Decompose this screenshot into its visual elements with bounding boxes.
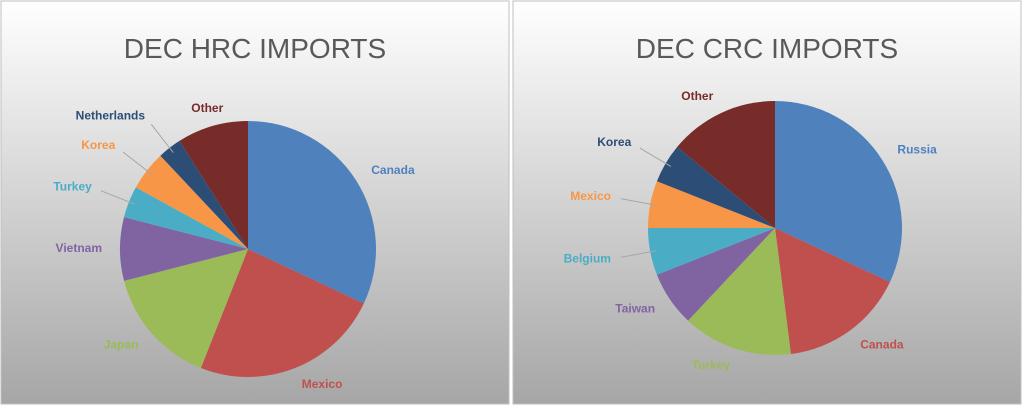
leader-line	[100, 190, 135, 205]
pie-label: Belgium	[564, 251, 611, 265]
leader-line	[620, 250, 657, 258]
pie-label: Canada	[371, 163, 415, 177]
pie-label: Turkey	[692, 358, 731, 372]
leader-line	[122, 151, 152, 175]
pie-slice	[179, 121, 248, 249]
pie-slice	[124, 249, 248, 369]
pie-slice	[200, 249, 364, 377]
pie-slice	[135, 155, 248, 249]
pie-slice	[648, 181, 775, 228]
pie-slice	[124, 187, 248, 249]
pie-slice	[656, 147, 775, 228]
pie-slice	[688, 228, 791, 355]
pie-label: Canada	[860, 337, 904, 351]
pie-slice	[656, 228, 775, 321]
pie-label: Vietnam	[56, 241, 102, 255]
pie-label: Japan	[104, 338, 139, 352]
pie-label: Korea	[81, 138, 115, 152]
pie-label: Turkey	[53, 179, 92, 193]
pie-label: Korea	[597, 135, 631, 149]
leader-line	[150, 123, 174, 153]
pie-label: Netherlands	[76, 108, 146, 122]
pie-label: Other	[681, 89, 713, 103]
pie-label: Other	[191, 101, 223, 115]
chart-title: DEC CRC IMPORTS	[636, 33, 898, 64]
chart-title: DEC HRC IMPORTS	[124, 33, 386, 64]
pie-slice	[775, 228, 890, 354]
pie-slice	[677, 101, 775, 228]
pie-slice	[775, 101, 902, 283]
pie-slice	[120, 217, 248, 281]
pie-label: Mexico	[570, 189, 611, 203]
pie-slice	[648, 228, 775, 275]
pie-label: Mexico	[302, 377, 343, 391]
pie-label: Taiwan	[615, 302, 655, 316]
pie-label: Russia	[897, 142, 937, 156]
leader-line	[620, 198, 657, 206]
leader-line	[639, 147, 672, 167]
pie-slice	[248, 121, 376, 304]
pie-slice	[160, 140, 248, 249]
